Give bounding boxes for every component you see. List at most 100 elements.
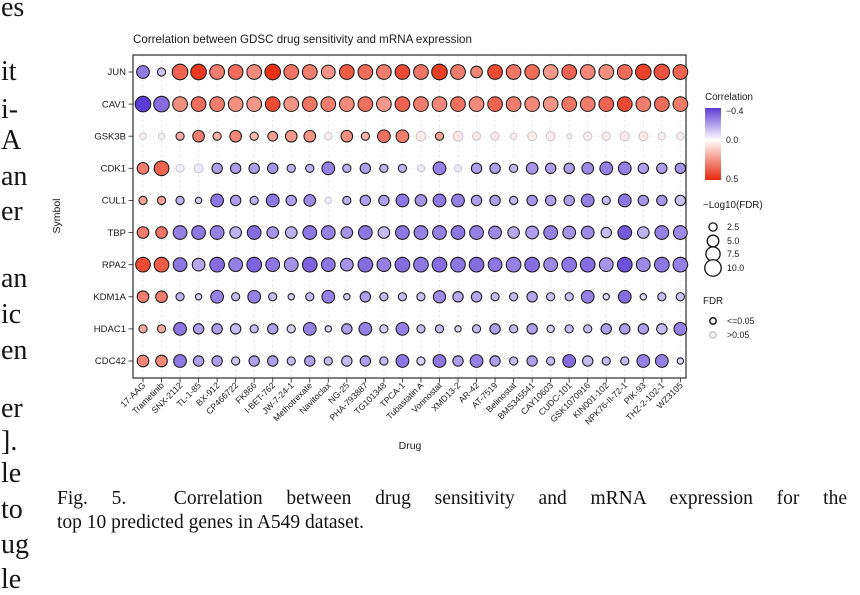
bubble bbox=[357, 225, 373, 240]
bubble bbox=[657, 132, 666, 141]
gene-tick-label: CDK1 bbox=[101, 164, 126, 175]
bubble bbox=[675, 292, 686, 302]
bubble bbox=[431, 96, 448, 112]
gene-tick-label: GSK3B bbox=[94, 131, 126, 142]
bubble bbox=[656, 162, 668, 175]
plot-area: JUN CAV1 GSK3B CDK1 CUL1 TBP RPA2 KDM1A HDAC1 CDC… bbox=[93, 54, 689, 427]
bubble bbox=[378, 194, 390, 207]
bubble bbox=[543, 225, 559, 240]
colorbar-tick-mid: 0.0 bbox=[726, 135, 738, 145]
bubble bbox=[190, 96, 207, 112]
bubble bbox=[192, 355, 205, 367]
bubble bbox=[581, 161, 595, 175]
bubble bbox=[616, 64, 633, 80]
bubble bbox=[432, 161, 447, 176]
bubble bbox=[507, 226, 520, 239]
bubble bbox=[489, 323, 501, 335]
bubble bbox=[676, 357, 685, 365]
size-legend-label: 2.5 bbox=[727, 222, 739, 232]
bubble bbox=[249, 324, 259, 334]
bubble bbox=[324, 132, 333, 141]
bubble bbox=[320, 96, 337, 112]
figure-caption: Fig. 5. Correlation between drug sensiti… bbox=[57, 487, 847, 535]
bubble bbox=[413, 256, 429, 273]
bubble bbox=[508, 292, 519, 302]
bubble bbox=[359, 291, 372, 303]
bubble bbox=[357, 96, 374, 112]
bubble bbox=[452, 291, 464, 303]
bubble bbox=[153, 160, 170, 177]
bubble bbox=[210, 289, 225, 304]
bubble bbox=[229, 194, 242, 207]
bubble bbox=[487, 257, 503, 273]
bubble bbox=[139, 132, 147, 140]
text-fragment: an bbox=[1, 161, 28, 192]
bubble bbox=[524, 256, 541, 273]
fdr-nonsignificant-label: >0.05 bbox=[727, 330, 749, 340]
bubble bbox=[376, 96, 392, 112]
bubble bbox=[657, 292, 667, 302]
bubble bbox=[546, 324, 555, 334]
bubble bbox=[155, 226, 168, 239]
bubble bbox=[395, 354, 410, 368]
bubble bbox=[602, 293, 610, 301]
bubble bbox=[470, 162, 483, 175]
bubble bbox=[636, 226, 650, 239]
bubble bbox=[175, 163, 185, 173]
bubble bbox=[563, 162, 575, 175]
bubble bbox=[395, 321, 410, 336]
bubble bbox=[227, 96, 244, 112]
bubble bbox=[470, 291, 483, 303]
bubble bbox=[341, 323, 353, 335]
bubble bbox=[579, 256, 596, 273]
fdr-nonsignificant-dot-icon bbox=[709, 331, 717, 339]
bubble bbox=[598, 96, 615, 112]
bubble bbox=[343, 293, 351, 301]
bubble bbox=[413, 225, 429, 240]
bubble bbox=[468, 96, 485, 112]
bubble bbox=[653, 256, 670, 273]
bubble bbox=[580, 193, 595, 208]
bubble bbox=[246, 96, 263, 112]
panel-border bbox=[132, 54, 687, 379]
bubble bbox=[505, 64, 522, 80]
bubble bbox=[192, 129, 205, 143]
gene-tick-label: CDC42 bbox=[95, 356, 126, 367]
bubble bbox=[156, 195, 167, 206]
bubble bbox=[285, 194, 297, 207]
bubble bbox=[135, 256, 151, 273]
bubble bbox=[283, 64, 300, 80]
bubble bbox=[653, 63, 671, 81]
legend-fdr-title: FDR bbox=[703, 296, 723, 307]
bubble bbox=[266, 323, 279, 335]
x-axis-title: Drug bbox=[399, 440, 422, 452]
bubble bbox=[509, 132, 518, 140]
text-fragment: ]. bbox=[1, 426, 18, 457]
bubble bbox=[544, 194, 557, 207]
bubble bbox=[656, 194, 668, 207]
bubble bbox=[416, 292, 426, 302]
size-legend-label: 5.0 bbox=[727, 236, 739, 246]
bubble bbox=[617, 225, 633, 240]
bubble bbox=[656, 323, 668, 335]
bubble bbox=[639, 293, 648, 301]
bubble bbox=[542, 96, 559, 112]
bubble bbox=[379, 292, 389, 302]
bubble bbox=[395, 193, 410, 208]
bubble bbox=[451, 193, 465, 208]
bubble bbox=[265, 257, 281, 273]
bubble bbox=[321, 289, 336, 304]
bubble bbox=[526, 194, 538, 207]
gene-tick-label: KDM1A bbox=[93, 292, 126, 303]
text-fragment: le bbox=[1, 458, 22, 489]
bubble bbox=[470, 65, 483, 79]
caption-line-2: top 10 predicted genes in A549 dataset. bbox=[57, 512, 365, 533]
bubble bbox=[227, 64, 244, 80]
bubble bbox=[268, 292, 278, 302]
size-legend-circle-icon bbox=[706, 234, 720, 248]
bubble bbox=[508, 356, 519, 366]
bubble bbox=[488, 225, 502, 240]
legend-size: −Log10(FDR) 2.5 5.0 7.5 10.0 bbox=[703, 200, 763, 277]
gene-tick-label: TBP bbox=[108, 228, 126, 239]
bubble bbox=[360, 131, 370, 141]
